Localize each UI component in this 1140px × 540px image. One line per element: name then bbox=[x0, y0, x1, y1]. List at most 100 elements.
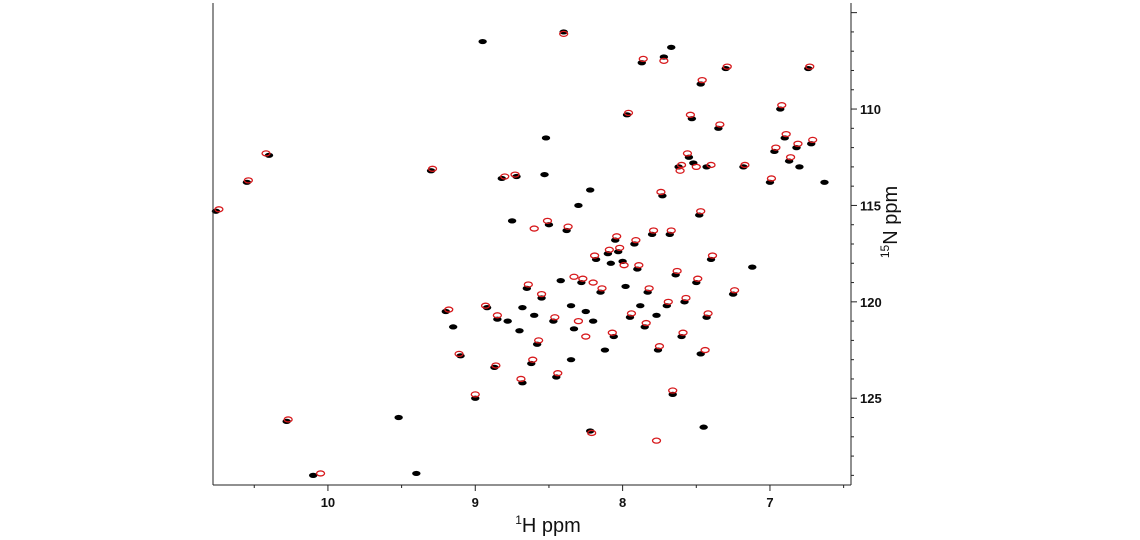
peak-series-2-74 bbox=[691, 163, 701, 171]
peak-series-2-43 bbox=[654, 343, 665, 350]
y-axis-title-main: N ppm bbox=[880, 186, 902, 245]
peak-series-2-15 bbox=[528, 356, 538, 363]
peak-series-2-79 bbox=[492, 312, 503, 319]
peak-series-2-27 bbox=[589, 252, 600, 259]
peak-series-2-77 bbox=[529, 225, 539, 232]
peak-series-2-24 bbox=[578, 275, 588, 282]
peak-series-2-30 bbox=[607, 329, 617, 336]
peak-series-1-24 bbox=[530, 312, 539, 318]
peak-series-2-70 bbox=[793, 140, 803, 147]
peak-series-2-4 bbox=[315, 470, 326, 477]
peak-series-2-23 bbox=[569, 273, 579, 280]
peak-series-2-3 bbox=[283, 416, 293, 423]
peak-series-2-34 bbox=[623, 109, 634, 117]
peak-series-2-19 bbox=[550, 314, 560, 321]
peak-series-2-7 bbox=[454, 350, 464, 358]
peak-series-2-32 bbox=[615, 244, 625, 252]
y-tick-label-110: 110 bbox=[860, 102, 881, 117]
peak-series-2-66 bbox=[771, 144, 781, 151]
peak-series-2-1 bbox=[243, 177, 254, 184]
peak-series-1-28 bbox=[541, 135, 551, 141]
peak-series-2-9 bbox=[480, 302, 491, 309]
peak-series-1-35 bbox=[566, 303, 576, 309]
peak-series-1-100 bbox=[566, 357, 576, 363]
peak-series-2-51 bbox=[678, 329, 688, 336]
peak-series-1-87 bbox=[748, 264, 757, 270]
x-axis-title: 1H ppm bbox=[515, 513, 581, 537]
peak-series-2-47 bbox=[666, 227, 676, 234]
peak-series-2-44 bbox=[656, 188, 666, 196]
peak-series-2-78 bbox=[573, 317, 584, 325]
peak-series-1-36 bbox=[569, 326, 579, 332]
peak-series-2-48 bbox=[668, 387, 678, 394]
peak-series-2-76 bbox=[588, 279, 598, 286]
peak-series-2-22 bbox=[563, 223, 573, 230]
peak-series-2-65 bbox=[766, 175, 777, 182]
x-tick-label-9: 9 bbox=[472, 495, 479, 510]
peak-series-2-45 bbox=[659, 57, 669, 64]
peak-series-2-39 bbox=[641, 319, 651, 327]
peak-series-1-57 bbox=[636, 303, 645, 309]
peak-series-1-4 bbox=[308, 472, 318, 478]
peak-series-1-20 bbox=[515, 328, 524, 334]
peak-series-1-27 bbox=[540, 171, 549, 178]
peak-series-1-12 bbox=[478, 38, 487, 45]
peak-series-2-36 bbox=[631, 236, 641, 244]
y-axis-title-sup: 15 bbox=[878, 244, 892, 258]
y-tick-label-125: 125 bbox=[860, 391, 882, 406]
peak-series-2-60 bbox=[707, 252, 718, 259]
peak-series-1-5 bbox=[394, 414, 403, 421]
peak-series-1-41 bbox=[586, 187, 595, 193]
plot-area bbox=[213, 3, 851, 485]
y-tick-label-115: 115 bbox=[860, 198, 881, 213]
x-tick-label-7: 7 bbox=[766, 495, 773, 510]
peak-series-1-80 bbox=[699, 424, 708, 430]
peak-series-2-35 bbox=[626, 310, 637, 317]
peak-series-2-5 bbox=[427, 165, 438, 172]
peak-series-2-50 bbox=[675, 167, 685, 174]
peak-series-2-12 bbox=[510, 171, 520, 178]
peaks-layer bbox=[211, 29, 829, 478]
y-tick-label-120: 120 bbox=[860, 295, 882, 310]
x-axis-title-main: H ppm bbox=[522, 515, 581, 537]
peak-series-2-71 bbox=[805, 63, 815, 70]
peak-series-2-56 bbox=[696, 208, 706, 215]
peak-series-2-0 bbox=[214, 206, 224, 213]
x-tick-label-8: 8 bbox=[619, 495, 626, 510]
peak-series-1-37 bbox=[574, 202, 583, 209]
peak-series-2-21 bbox=[559, 30, 569, 37]
peak-series-2-37 bbox=[634, 262, 644, 269]
peak-series-2-41 bbox=[648, 227, 659, 234]
peak-series-2-42 bbox=[651, 437, 662, 444]
peak-series-2-73 bbox=[676, 161, 687, 169]
peak-series-1-18 bbox=[507, 218, 517, 224]
peak-series-2-46 bbox=[663, 298, 673, 305]
peak-series-2-31 bbox=[612, 233, 622, 240]
peak-series-2-58 bbox=[700, 346, 710, 354]
peak-series-2-11 bbox=[500, 173, 510, 180]
peak-series-2-52 bbox=[681, 294, 691, 302]
peak-series-1-45 bbox=[600, 347, 610, 353]
peak-series-2-75 bbox=[706, 161, 716, 169]
peak-series-2-62 bbox=[722, 63, 732, 70]
peak-series-1-9 bbox=[448, 324, 458, 330]
peak-series-2-69 bbox=[785, 154, 796, 161]
peak-series-2-16 bbox=[533, 337, 544, 344]
peak-series-1-39 bbox=[581, 308, 590, 315]
peak-series-2-59 bbox=[703, 310, 713, 317]
peak-series-1-52 bbox=[621, 283, 630, 290]
peak-series-2-6 bbox=[444, 306, 454, 313]
x-tick-label-10: 10 bbox=[321, 495, 335, 510]
peak-series-2-40 bbox=[644, 285, 654, 292]
peak-series-2-67 bbox=[777, 102, 787, 109]
peak-series-2-53 bbox=[682, 150, 693, 157]
peak-series-2-55 bbox=[693, 275, 703, 282]
peak-series-1-99 bbox=[702, 164, 711, 170]
peak-series-2-14 bbox=[523, 281, 533, 288]
peak-series-2-72 bbox=[808, 136, 818, 144]
peak-series-2-29 bbox=[604, 246, 615, 253]
peak-series-2-64 bbox=[740, 161, 750, 169]
ticks-layer: 10 9 8 7 110 115 120 125 bbox=[253, 12, 882, 510]
peak-series-2-33 bbox=[619, 262, 629, 269]
